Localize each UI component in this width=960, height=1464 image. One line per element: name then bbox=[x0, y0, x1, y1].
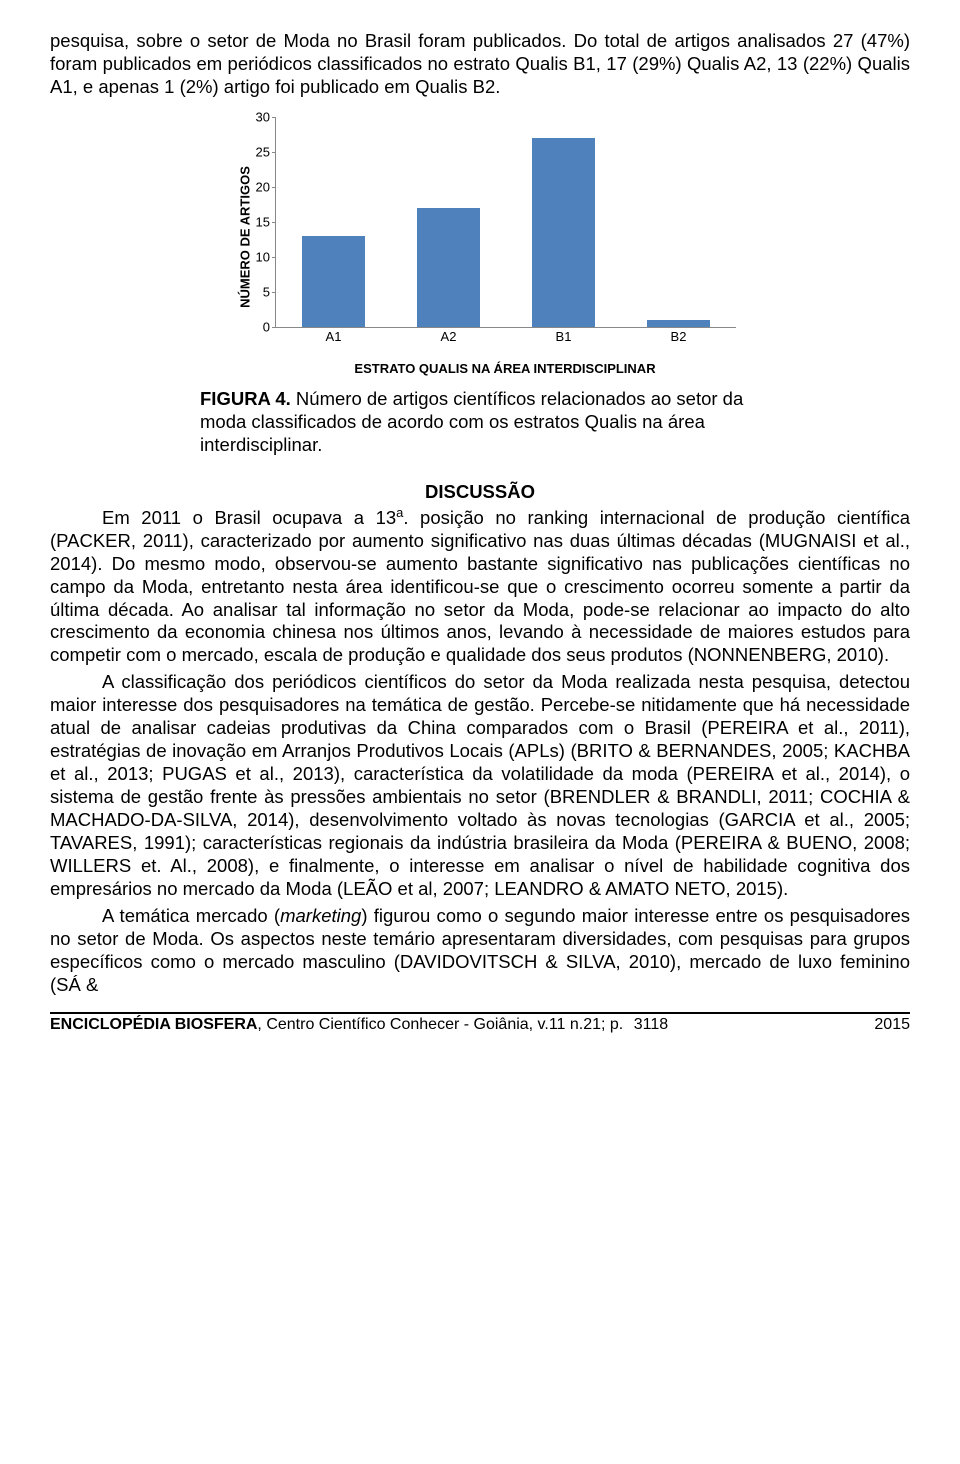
chart-bar bbox=[647, 320, 710, 327]
footer-journal-info: , Centro Científico Conhecer - Goiânia, … bbox=[257, 1016, 623, 1033]
discussion-paragraph-2: A classificação dos periódicos científic… bbox=[50, 671, 910, 900]
y-tick-label: 10 bbox=[246, 249, 270, 264]
x-tick-label: A2 bbox=[441, 329, 457, 344]
chart-bar bbox=[417, 208, 480, 327]
x-tick-label: B2 bbox=[671, 329, 687, 344]
footer-year: 2015 bbox=[874, 1016, 910, 1034]
y-tick-label: 20 bbox=[246, 179, 270, 194]
x-tick-label: A1 bbox=[326, 329, 342, 344]
figure-caption: FIGURA 4. Número de artigos científicos … bbox=[200, 388, 760, 457]
footer-citation: ENCICLOPÉDIA BIOSFERA, Centro Científico… bbox=[50, 1016, 668, 1034]
intro-paragraph: pesquisa, sobre o setor de Moda no Brasi… bbox=[50, 30, 910, 99]
y-tick-label: 25 bbox=[246, 144, 270, 159]
y-tick-label: 5 bbox=[246, 284, 270, 299]
chart-bar bbox=[302, 236, 365, 327]
page-footer: ENCICLOPÉDIA BIOSFERA, Centro Científico… bbox=[50, 1012, 910, 1034]
text-fragment: . posição no ranking internacional de pr… bbox=[50, 507, 910, 666]
y-tick-label: 15 bbox=[246, 214, 270, 229]
discussion-paragraph-1: Em 2011 o Brasil ocupava a 13a. posição … bbox=[50, 505, 910, 668]
chart-bar bbox=[532, 138, 595, 327]
figure-4: NÚMERO DE ARTIGOS 051015202530A1A2B1B2 E… bbox=[50, 117, 910, 457]
discussion-heading: DISCUSSÃO bbox=[50, 481, 910, 503]
chart-x-axis-label: ESTRATO QUALIS NA ÁREA INTERDISCIPLINAR bbox=[245, 361, 765, 376]
figure-label: FIGURA 4. bbox=[200, 388, 291, 409]
y-tick-label: 0 bbox=[246, 319, 270, 334]
y-tick-label: 30 bbox=[246, 109, 270, 124]
text-fragment: A temática mercado ( bbox=[102, 905, 280, 926]
footer-page-number: 3118 bbox=[634, 1016, 668, 1033]
bar-chart: NÚMERO DE ARTIGOS 051015202530A1A2B1B2 bbox=[245, 117, 765, 357]
x-tick-label: B1 bbox=[556, 329, 572, 344]
text-fragment: Em 2011 o Brasil ocupava a 13 bbox=[102, 507, 396, 528]
italic-term: marketing bbox=[280, 905, 361, 926]
discussion-paragraph-3: A temática mercado (marketing) figurou c… bbox=[50, 905, 910, 997]
footer-journal-title: ENCICLOPÉDIA BIOSFERA bbox=[50, 1016, 257, 1033]
